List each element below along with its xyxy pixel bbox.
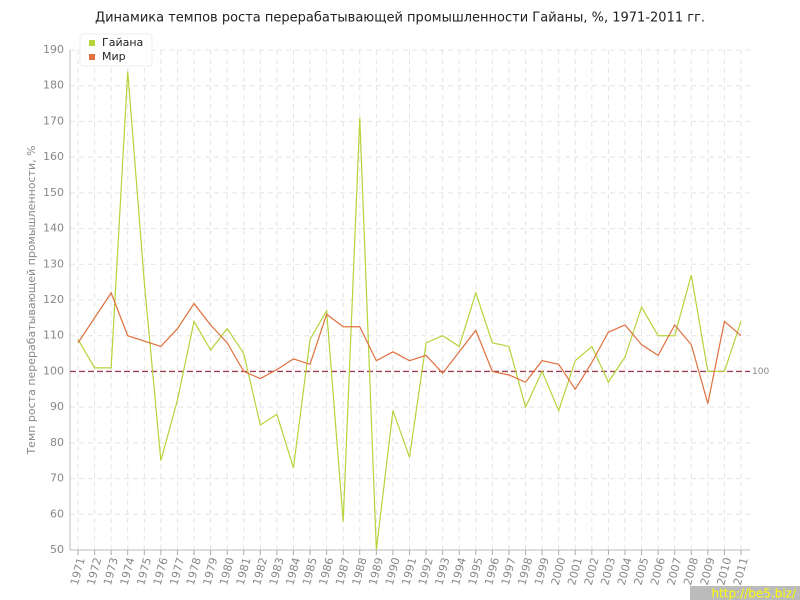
x-tick-label: 2011	[731, 556, 751, 586]
y-tick-label: 80	[50, 436, 64, 449]
legend-swatch	[89, 54, 95, 60]
series-line	[77, 291, 742, 404]
legend-swatch	[89, 40, 95, 46]
y-axis-label: Темп роста перерабатывающей промышленнос…	[25, 145, 38, 455]
y-tick-label: 90	[50, 400, 64, 413]
chart-title: Динамика темпов роста перерабатывающей п…	[95, 11, 705, 26]
legend-label: Гайана	[102, 36, 143, 49]
y-tick-label: 70	[50, 472, 64, 485]
y-tick-label: 190	[43, 43, 64, 56]
y-tick-label: 120	[43, 293, 64, 306]
y-tick-label: 170	[43, 114, 64, 127]
reference-label: 100	[752, 367, 769, 377]
y-tick-label: 160	[43, 150, 64, 163]
y-tick-label: 50	[50, 543, 64, 556]
legend-label: Мир	[102, 50, 126, 63]
y-tick-label: 180	[43, 79, 64, 92]
watermark-bg	[690, 586, 800, 600]
legend-box	[79, 33, 153, 67]
y-tick-label: 60	[50, 507, 64, 520]
y-tick-label: 140	[43, 222, 64, 235]
y-tick-label: 100	[43, 364, 64, 377]
y-tick-label: 150	[43, 186, 64, 199]
y-tick-label: 130	[43, 257, 64, 270]
watermark: http://be5.biz/	[711, 587, 796, 600]
series-line	[77, 71, 742, 551]
y-tick-label: 110	[43, 329, 64, 342]
